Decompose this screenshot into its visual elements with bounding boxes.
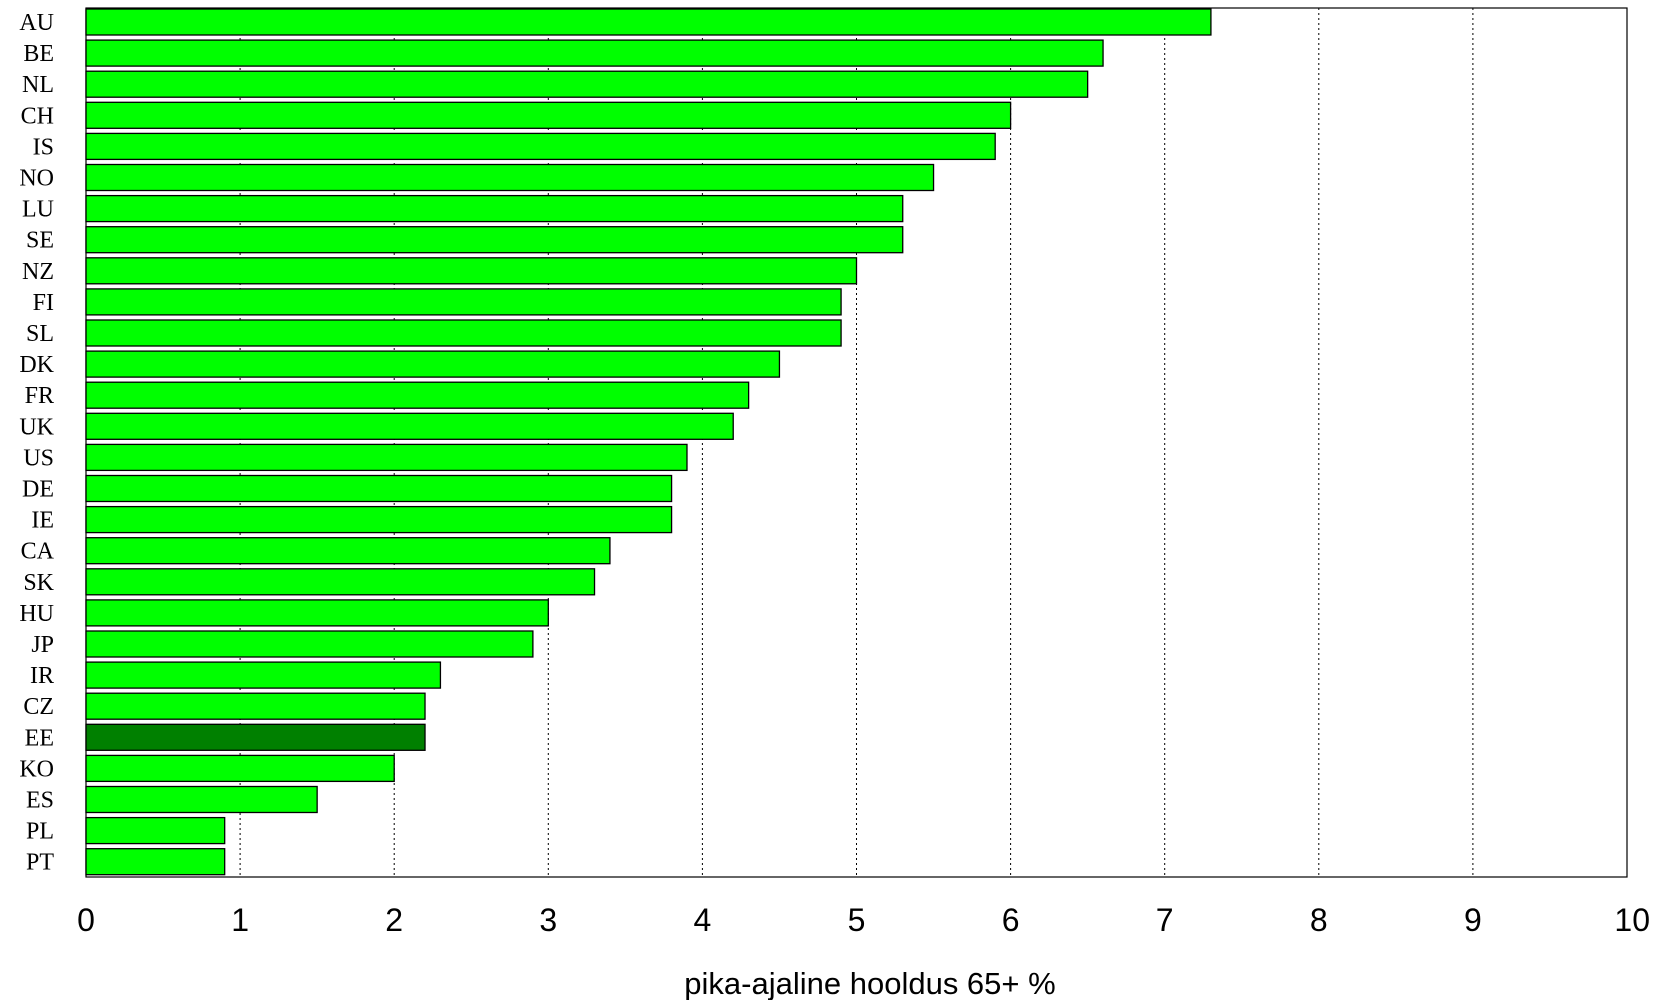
bar-ee (85, 723, 426, 751)
x-tick-label: 2 (385, 902, 403, 938)
bar-de (85, 474, 673, 503)
x-tick-label: 10 (1614, 902, 1650, 938)
bar-au (85, 8, 1212, 36)
bar-sl (85, 319, 842, 347)
category-label: US (23, 445, 54, 471)
category-label: SE (26, 228, 54, 254)
category-label: KO (19, 756, 54, 782)
category-labels: AU BE NL CH IS NO LU SE NZ FI SL DK FR UK US DE IE CA SK HU… (19, 10, 54, 876)
bar-no (85, 163, 935, 192)
bar-ch (85, 101, 1012, 129)
bar-us (85, 443, 688, 472)
bar-ie (85, 505, 673, 534)
category-label: IS (33, 134, 54, 160)
bar-pl (85, 816, 226, 845)
category-label: FR (25, 383, 54, 409)
category-label: SL (26, 321, 54, 347)
x-tick-label: 4 (694, 902, 712, 938)
category-label: JP (31, 632, 54, 658)
bar-ko (85, 754, 395, 783)
category-label: LU (22, 197, 54, 223)
category-label: FI (33, 290, 54, 316)
bar-jp (85, 630, 534, 658)
category-label: CZ (23, 694, 54, 720)
category-label: DK (19, 352, 54, 378)
bar-dk (85, 350, 781, 378)
bar-be (85, 39, 1104, 67)
category-label: UK (19, 414, 54, 440)
bar-ca (85, 537, 611, 565)
category-label: IE (31, 508, 54, 534)
x-tick-label: 9 (1464, 902, 1482, 938)
x-tick-label: 8 (1310, 902, 1328, 938)
category-label: SK (23, 570, 54, 596)
bar-pt (85, 848, 226, 876)
category-label: PT (26, 850, 54, 876)
category-label: NZ (22, 259, 54, 285)
bar-is (85, 132, 996, 161)
category-label: CH (21, 103, 54, 129)
bar-uk (85, 412, 734, 440)
category-label: NL (22, 72, 54, 98)
bar-cz (85, 692, 426, 720)
bar-fr (85, 381, 750, 409)
bars (85, 8, 1212, 876)
bar-nl (85, 70, 1089, 98)
category-label: HU (19, 601, 54, 627)
category-label: ES (26, 788, 54, 814)
x-tick-label: 1 (231, 902, 249, 938)
bar-nz (85, 257, 858, 285)
x-tick-labels: 0 1 2 3 4 5 6 7 8 9 10 (77, 902, 1650, 938)
bar-hu (85, 599, 549, 627)
category-label: NO (19, 166, 54, 192)
category-label: CA (21, 539, 55, 565)
x-tick-label: 5 (848, 902, 866, 938)
x-axis-title: pika-ajaline hooldus 65+ % (684, 966, 1055, 1000)
category-label: AU (19, 10, 54, 36)
x-tick-label: 6 (1002, 902, 1020, 938)
x-tick-label: 3 (539, 902, 557, 938)
bar-lu (85, 194, 904, 223)
x-tick-label: 7 (1156, 902, 1174, 938)
x-tick-label: 0 (77, 902, 95, 938)
category-label: EE (25, 725, 54, 751)
category-label: BE (23, 41, 54, 67)
category-label: DE (22, 477, 54, 503)
bar-sk (85, 568, 596, 596)
category-label: IR (30, 663, 54, 689)
bar-es (85, 785, 318, 814)
category-label: PL (26, 819, 54, 845)
bar-fi (85, 288, 842, 316)
bar-ir (85, 661, 442, 689)
bar-se (85, 226, 904, 254)
